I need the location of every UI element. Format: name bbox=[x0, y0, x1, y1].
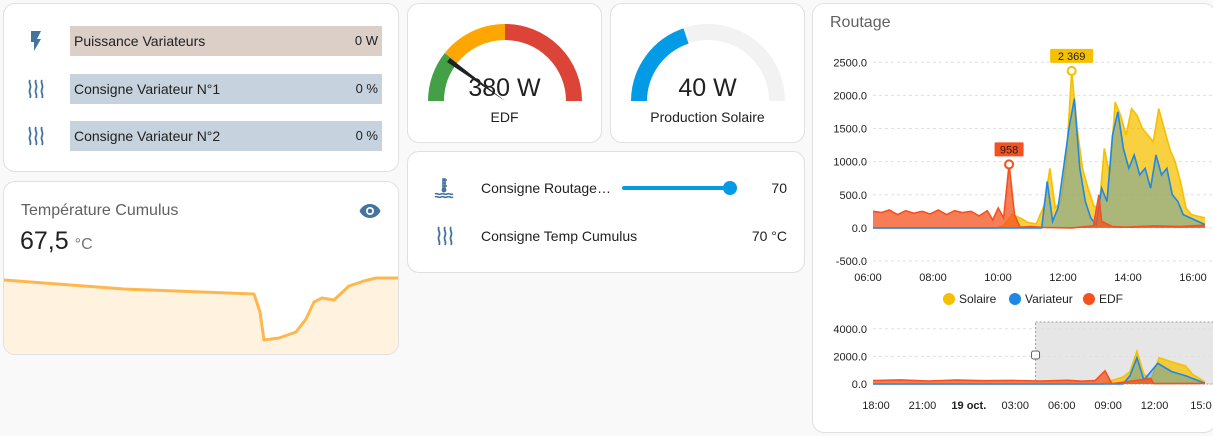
temperature-sparkline bbox=[4, 276, 398, 354]
y-tick-label: 0.0 bbox=[852, 223, 867, 235]
entity-row-puissance[interactable]: Puissance Variateurs 0 W bbox=[4, 24, 398, 58]
water-boiler-icon bbox=[434, 178, 454, 199]
series-line-solaire bbox=[873, 70, 1206, 229]
temperature-number: 67,5 bbox=[20, 227, 69, 255]
x-tick-label: 10:00 bbox=[984, 272, 1012, 284]
peak-marker bbox=[1004, 159, 1015, 170]
entity-label: Puissance Variateurs bbox=[74, 33, 206, 49]
gauge-name: Production Solaire bbox=[650, 109, 765, 125]
y-tick-label: 2000.0 bbox=[833, 90, 867, 102]
heat-waves-icon bbox=[28, 79, 44, 99]
y-tick-label: 1000.0 bbox=[833, 157, 867, 169]
x-tick-label: 21:00 bbox=[909, 400, 937, 412]
gauge-value: 380 W bbox=[468, 74, 541, 102]
peak-label-bg bbox=[1050, 48, 1094, 63]
temperature-value: 67,5 °C bbox=[20, 227, 93, 256]
legend-swatch-variateur bbox=[1009, 293, 1021, 305]
value-bar bbox=[70, 26, 382, 56]
series-area-variateur bbox=[873, 357, 1205, 384]
peak-label: 958 bbox=[1000, 144, 1018, 156]
x-tick-label: 06:00 bbox=[854, 272, 882, 284]
gauge-edf[interactable]: 380 W EDF bbox=[407, 3, 602, 143]
entity-value: 0 % bbox=[355, 81, 378, 96]
setting-label: Consigne Temp Cumulus bbox=[481, 228, 638, 244]
y-tick-label: 1500.0 bbox=[833, 124, 867, 136]
peak-label: 2 369 bbox=[1058, 51, 1086, 63]
y-tick-label: 2000.0 bbox=[833, 351, 867, 363]
series-line-edf bbox=[872, 164, 1206, 229]
entity-row-consigne-1[interactable]: Consigne Variateur N°1 0 % bbox=[4, 72, 398, 106]
series-area-solaire bbox=[873, 70, 1205, 228]
sparkline-area bbox=[4, 278, 398, 354]
routage-card: Routage 2500.0 2000.0 1500.0 1000.0 500.0 0.0… bbox=[812, 3, 1213, 433]
peak-label-bg bbox=[994, 142, 1024, 157]
setting-value: 70 bbox=[771, 180, 787, 196]
legend-label-edf: EDF bbox=[1099, 292, 1123, 306]
card-title: Température Cumulus bbox=[21, 202, 179, 219]
gauge-production-solaire[interactable]: 40 W Production Solaire bbox=[610, 3, 805, 143]
legend-label-solaire: Solaire bbox=[959, 292, 997, 306]
peak-marker bbox=[1066, 65, 1077, 76]
eye-icon[interactable] bbox=[358, 199, 382, 223]
heat-waves-icon bbox=[437, 226, 453, 246]
x-tick-label: 18:00 bbox=[862, 400, 890, 412]
temperature-unit: °C bbox=[74, 236, 93, 253]
entity-value: 0 W bbox=[354, 33, 378, 48]
entity-label: Consigne Variateur N°2 bbox=[74, 128, 221, 144]
y-tick-label: 500.0 bbox=[839, 190, 867, 202]
y-tick-label: -500.0 bbox=[836, 256, 867, 268]
gauge-name: EDF bbox=[490, 109, 519, 125]
legend-swatch-solaire bbox=[943, 293, 955, 305]
entity-label: Consigne Variateur N°1 bbox=[74, 81, 221, 97]
y-tick-label: 0.0 bbox=[852, 379, 867, 391]
consignes-card: Consigne Routage… 70 Consigne Temp Cumul… bbox=[407, 151, 805, 273]
temperature-card[interactable]: Température Cumulus 67,5 °C bbox=[3, 181, 399, 355]
slider-track bbox=[622, 186, 731, 190]
sparkline-line bbox=[4, 276, 398, 342]
heat-waves-icon bbox=[28, 126, 44, 146]
series-line-edf bbox=[872, 369, 1206, 385]
entity-row-consigne-2[interactable]: Consigne Variateur N°2 0 % bbox=[4, 119, 398, 153]
x-tick-label: 12:00 bbox=[1049, 272, 1077, 284]
y-tick-label: 2500.0 bbox=[833, 57, 867, 69]
flash-icon bbox=[31, 31, 41, 51]
gauge-edf-dial bbox=[427, 23, 582, 102]
x-tick-label: 06:00 bbox=[1048, 400, 1076, 412]
x-tick-label: 16:00 bbox=[1179, 272, 1207, 284]
variateurs-card: Puissance Variateurs 0 W Consigne Variat… bbox=[3, 3, 399, 172]
series-line-variateur bbox=[873, 98, 1206, 229]
card-title: Routage bbox=[830, 14, 891, 31]
gauge-solar-dial bbox=[631, 24, 785, 102]
x-tick-label: 14:00 bbox=[1114, 272, 1142, 284]
zoom-handle bbox=[1031, 350, 1041, 360]
legend-label-variateur: Variateur bbox=[1025, 292, 1073, 306]
x-tick-label: 09:00 bbox=[1094, 400, 1122, 412]
series-area-solaire bbox=[873, 351, 1205, 384]
routage-chart[interactable]: 2500.0 2000.0 1500.0 1000.0 500.0 0.0 -500.0 06… bbox=[813, 4, 1213, 433]
gauge-value: 40 W bbox=[678, 74, 737, 102]
series-area-variateur bbox=[873, 98, 1205, 228]
setting-value: 70 °C bbox=[751, 228, 787, 244]
slider-thumb[interactable] bbox=[723, 181, 737, 195]
routage-slider[interactable] bbox=[622, 181, 737, 195]
x-tick-label: 08:00 bbox=[919, 272, 947, 284]
setting-label: Consigne Routage… bbox=[481, 180, 611, 196]
x-tick-label: 15:0 bbox=[1190, 400, 1211, 412]
x-tick-label: 12:00 bbox=[1141, 400, 1169, 412]
series-area-edf bbox=[873, 164, 1205, 228]
x-tick-label: 03:00 bbox=[1002, 400, 1030, 412]
legend-swatch-edf bbox=[1083, 293, 1095, 305]
gauge-needle bbox=[447, 58, 505, 101]
entity-value: 0 % bbox=[355, 128, 378, 143]
x-tick-label: 19 oct. bbox=[951, 400, 986, 412]
value-bar bbox=[70, 74, 382, 104]
value-bar bbox=[70, 121, 382, 151]
y-tick-label: 4000.0 bbox=[833, 324, 867, 336]
